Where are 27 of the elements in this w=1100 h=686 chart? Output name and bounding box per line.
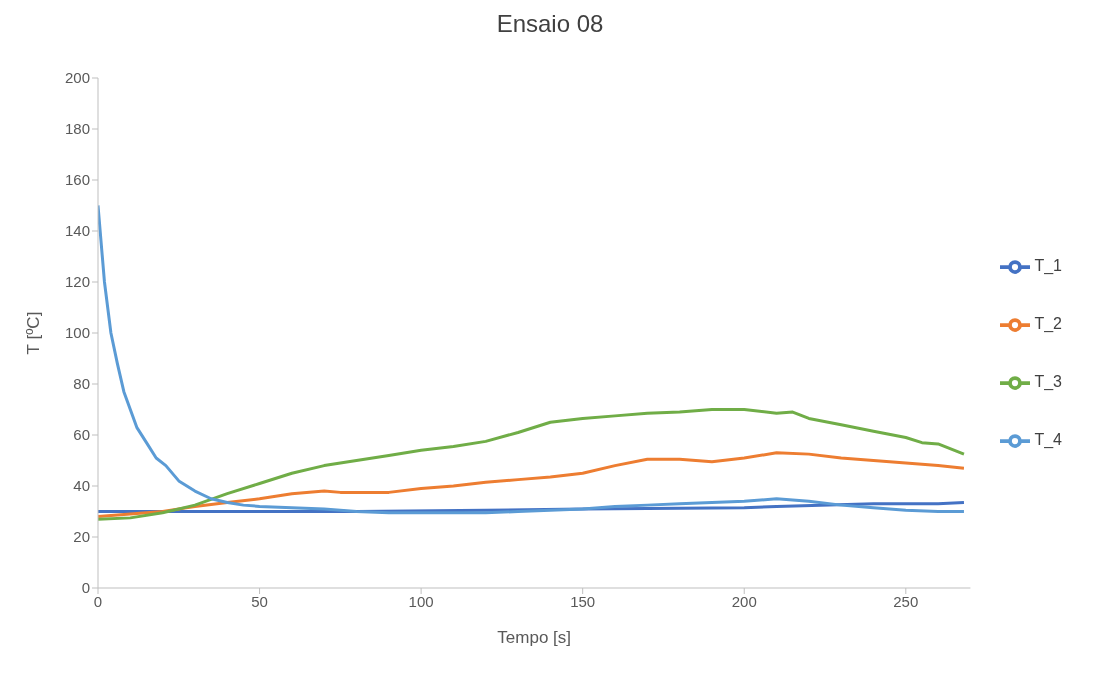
x-tick-label: 100	[408, 592, 434, 610]
legend-label: T_3	[1034, 373, 1062, 390]
y-tick-label: 20	[73, 528, 90, 546]
line-series	[98, 204, 966, 515]
y-tick-label: 0	[81, 579, 90, 597]
chart-title: Ensaio 08	[495, 10, 605, 38]
line-series	[98, 451, 966, 519]
y-axis-title: T [ºC]	[24, 311, 44, 355]
x-tick-label: 150	[570, 592, 596, 610]
line-series	[98, 408, 966, 521]
y-tick-label: 200	[64, 69, 90, 87]
x-tick-label: 50	[251, 592, 268, 610]
y-tick-label: 80	[73, 375, 90, 393]
legend-label: T_4	[1034, 431, 1062, 448]
x-axis-title: Tempo [s]	[497, 628, 572, 647]
y-tick-label: 100	[64, 324, 90, 342]
y-tick-label: 40	[73, 477, 90, 495]
y-tick-label: 120	[64, 273, 90, 291]
x-tick-label: 0	[93, 592, 103, 610]
y-tick-label: 160	[64, 171, 90, 189]
legend-label: T_2	[1034, 315, 1062, 332]
x-tick-label: 200	[731, 592, 757, 610]
x-tick-label: 250	[893, 592, 919, 610]
legend-label: T_1	[1034, 257, 1062, 274]
y-tick-label: 140	[64, 222, 90, 240]
y-tick-label: 180	[64, 120, 90, 138]
y-tick-label: 60	[73, 426, 90, 444]
